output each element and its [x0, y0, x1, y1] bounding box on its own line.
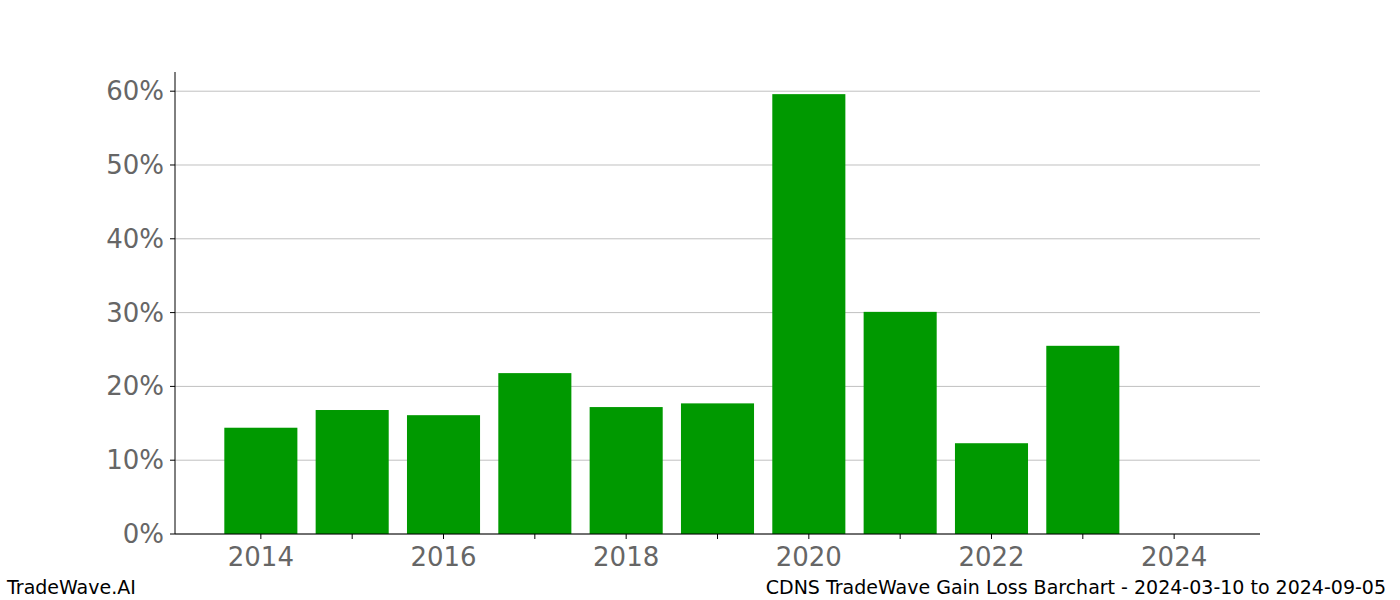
grid-line [175, 164, 1260, 165]
bar [498, 373, 571, 534]
bar [407, 415, 480, 534]
x-tick [808, 534, 809, 539]
y-tick-label: 60% [106, 76, 164, 106]
bar [772, 94, 845, 534]
x-tick [1174, 534, 1175, 539]
y-tick [170, 91, 175, 92]
y-tick [170, 460, 175, 461]
watermark: TradeWave.AI [6, 576, 136, 598]
grid-line [175, 238, 1260, 239]
bars [224, 94, 1119, 534]
bar [590, 407, 663, 534]
bar [1046, 346, 1119, 534]
bar [316, 410, 389, 534]
y-tick [170, 164, 175, 165]
y-tick [170, 238, 175, 239]
x-tick-label: 2022 [958, 542, 1024, 572]
y-tick-label: 0% [123, 519, 164, 549]
chart-title: CDNS TradeWave Gain Loss Barchart - 2024… [766, 576, 1386, 598]
y-tick-label: 10% [106, 445, 164, 475]
x-tick-label: 2024 [1141, 542, 1207, 572]
x-tick [717, 534, 718, 539]
x-tick [900, 534, 901, 539]
y-tick-label: 20% [106, 371, 164, 401]
chart-container: 0% 10% 20% 30% 40% 50% 60% 2014 2016 2018 2020 2022… [0, 0, 1400, 600]
x-tick [1082, 534, 1083, 539]
x-tick [991, 534, 992, 539]
bar [864, 312, 937, 534]
grid-line [175, 91, 1260, 92]
x-tick [534, 534, 535, 539]
x-tick-label: 2016 [410, 542, 476, 572]
y-tick [170, 534, 175, 535]
bar [955, 443, 1028, 534]
x-tick-label: 2020 [776, 542, 842, 572]
y-tick [170, 386, 175, 387]
x-tick [443, 534, 444, 539]
x-tick-label: 2014 [228, 542, 294, 572]
y-tick-label: 40% [106, 224, 164, 254]
chart-svg: 0% 10% 20% 30% 40% 50% 60% 2014 2016 2018 2020 2022… [0, 0, 1400, 600]
x-tick-label: 2018 [593, 542, 659, 572]
bar [224, 428, 297, 534]
x-tick [352, 534, 353, 539]
bar [681, 403, 754, 534]
y-tick-label: 30% [106, 298, 164, 328]
grid-line [175, 312, 1260, 313]
y-axis-line [175, 72, 176, 534]
y-tick-label: 50% [106, 150, 164, 180]
x-tick [260, 534, 261, 539]
y-tick [170, 312, 175, 313]
x-tick [626, 534, 627, 539]
